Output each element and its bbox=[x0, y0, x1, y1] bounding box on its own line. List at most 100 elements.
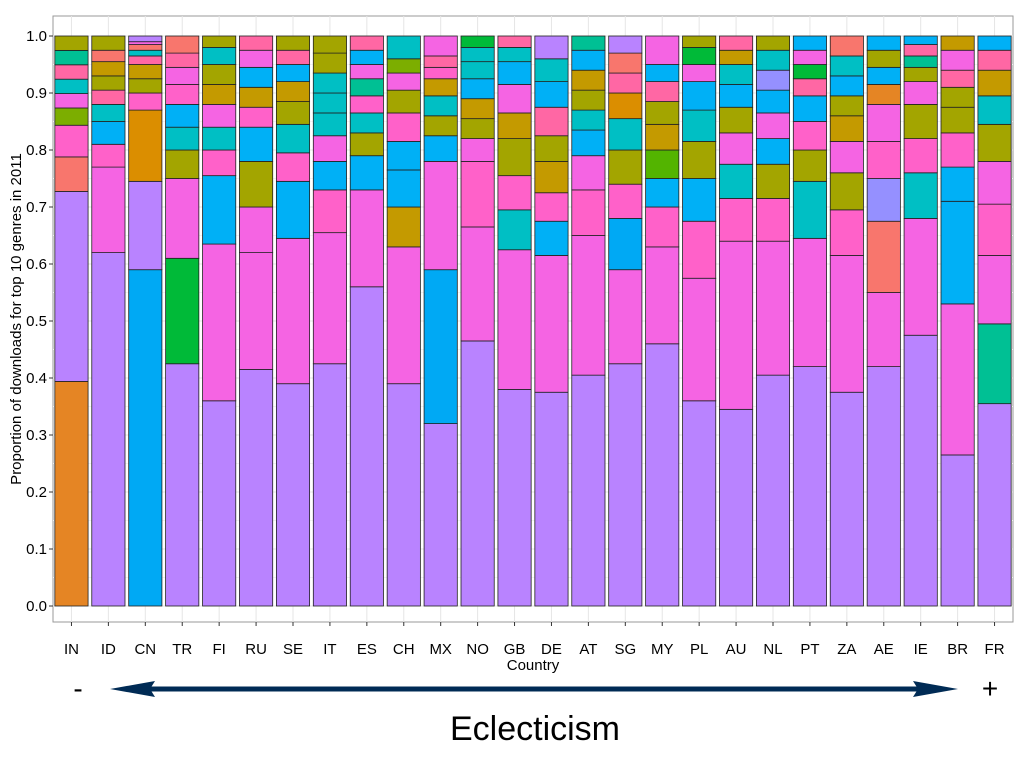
bar-segment bbox=[719, 240, 754, 410]
bar-segment bbox=[866, 66, 901, 85]
bar-segment bbox=[423, 66, 458, 80]
bar-stack-za bbox=[829, 35, 864, 607]
bar-segment bbox=[312, 92, 347, 114]
bar-segment bbox=[755, 49, 791, 71]
bar-stack-sg bbox=[608, 35, 643, 607]
bar-segment bbox=[460, 160, 495, 228]
arrow-left-head bbox=[110, 681, 155, 697]
x-tick-label: IN bbox=[64, 641, 79, 658]
bar-segment bbox=[866, 35, 901, 51]
bar-segment bbox=[608, 35, 643, 54]
bar-segment bbox=[460, 118, 495, 140]
bar-segment bbox=[460, 340, 495, 607]
bar-segment bbox=[940, 106, 975, 134]
bar-segment bbox=[349, 95, 384, 114]
bar-segment bbox=[239, 49, 274, 68]
bar-segment bbox=[91, 143, 126, 168]
bar-segment bbox=[682, 220, 717, 279]
bar-segment bbox=[645, 101, 680, 125]
x-tick-label: SG bbox=[614, 641, 636, 658]
bar-segment bbox=[682, 141, 717, 179]
bar-segment bbox=[866, 178, 901, 222]
y-tick-label: 0.5 bbox=[26, 313, 47, 330]
bar-segment bbox=[128, 49, 163, 57]
bar-segment bbox=[719, 35, 754, 51]
bar-segment bbox=[866, 49, 901, 68]
bar-segment bbox=[829, 35, 864, 57]
bar-segment bbox=[645, 149, 680, 179]
x-tick-label: ZA bbox=[837, 641, 856, 658]
bar-segment bbox=[349, 35, 384, 51]
bar-segment bbox=[128, 41, 163, 45]
x-tick-label: ES bbox=[357, 641, 377, 658]
y-tick-label: 0.2 bbox=[26, 484, 47, 501]
bar-segment bbox=[571, 374, 606, 607]
bar-segment bbox=[275, 383, 311, 607]
bar-segment bbox=[719, 132, 754, 165]
bar-segment bbox=[977, 160, 1012, 205]
bar-stack-at bbox=[571, 35, 606, 607]
bar-segment bbox=[755, 163, 791, 199]
arrow-right-head bbox=[913, 681, 958, 697]
bar-segment bbox=[792, 121, 827, 151]
bar-segment bbox=[54, 124, 89, 158]
bar-segment bbox=[571, 49, 606, 71]
bar-segment bbox=[165, 84, 200, 105]
bar-segment bbox=[165, 126, 200, 151]
bar-segment bbox=[977, 323, 1012, 405]
bar-stack-gb bbox=[497, 35, 532, 607]
bar-segment bbox=[645, 343, 680, 607]
bar-segment bbox=[312, 35, 347, 54]
bar-segment bbox=[54, 64, 89, 80]
bar-segment bbox=[682, 178, 717, 222]
bar-segment bbox=[792, 78, 827, 97]
stacked-bars bbox=[54, 35, 1012, 607]
bar-segment bbox=[202, 400, 237, 607]
bar-segment bbox=[866, 84, 901, 105]
bar-segment bbox=[165, 52, 200, 68]
bar-segment bbox=[275, 64, 311, 83]
bar-segment bbox=[386, 58, 421, 74]
bar-segment bbox=[128, 44, 163, 51]
bar-segment bbox=[349, 78, 384, 97]
bar-segment bbox=[866, 141, 901, 179]
x-tick-label: NO bbox=[466, 641, 489, 658]
bar-segment bbox=[202, 104, 237, 128]
bar-segment bbox=[423, 115, 458, 137]
bar-segment bbox=[460, 78, 495, 100]
bar-segment bbox=[202, 47, 237, 65]
bar-segment bbox=[940, 132, 975, 168]
bar-segment bbox=[239, 126, 274, 162]
bar-segment bbox=[534, 160, 569, 194]
bar-segment bbox=[312, 363, 347, 607]
x-tick-label: CN bbox=[134, 641, 156, 658]
bar-segment bbox=[91, 49, 126, 63]
bar-segment bbox=[940, 454, 975, 607]
bar-segment bbox=[275, 152, 311, 182]
bar-stack-my bbox=[645, 35, 680, 607]
bar-segment bbox=[977, 203, 1012, 256]
x-tick-label: DE bbox=[541, 641, 562, 658]
bar-stack-id bbox=[91, 35, 126, 607]
bar-segment bbox=[608, 363, 643, 607]
bar-segment bbox=[312, 232, 347, 365]
y-tick-label: 0.1 bbox=[26, 541, 47, 558]
bar-segment bbox=[903, 44, 938, 57]
bar-stack-ch bbox=[386, 35, 421, 607]
bar-segment bbox=[312, 72, 347, 94]
bar-segment bbox=[534, 220, 569, 256]
bar-segment bbox=[460, 138, 495, 162]
bar-segment bbox=[534, 255, 569, 393]
bar-segment bbox=[423, 35, 458, 57]
bar-segment bbox=[91, 89, 126, 105]
bar-segment bbox=[534, 81, 569, 108]
bar-segment bbox=[903, 104, 938, 140]
bar-segment bbox=[460, 98, 495, 120]
bar-segment bbox=[423, 95, 458, 117]
bar-segment bbox=[423, 269, 458, 425]
bar-segment bbox=[165, 149, 200, 179]
bar-segment bbox=[829, 172, 864, 211]
x-tick-label: IE bbox=[914, 641, 928, 658]
bar-stack-ae bbox=[866, 35, 901, 607]
